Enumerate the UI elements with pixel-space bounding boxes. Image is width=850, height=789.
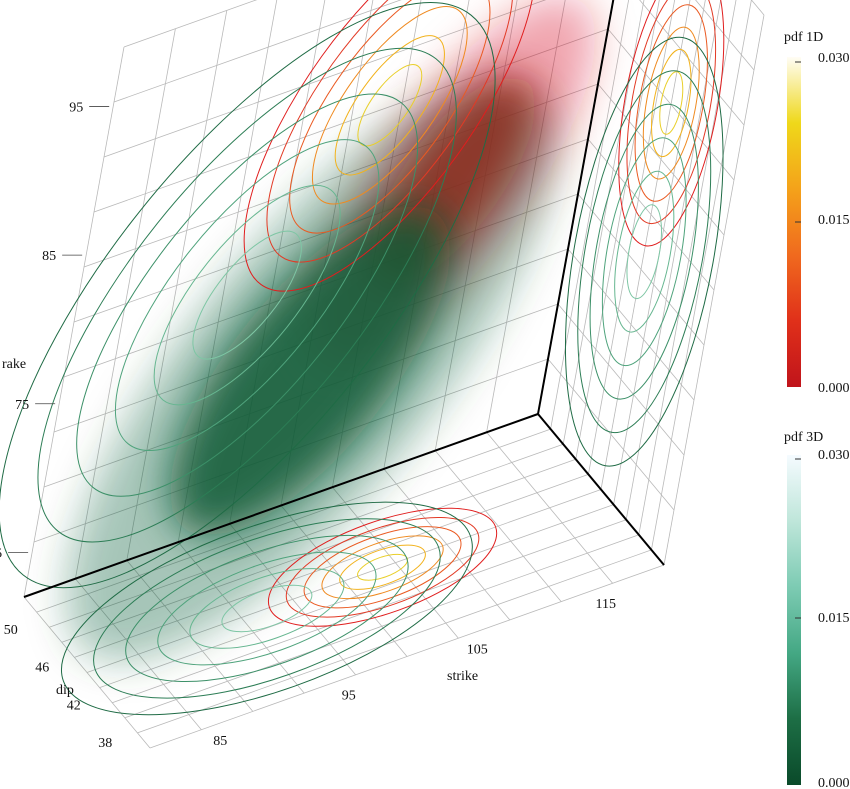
contour-pdf-3d-floor [189, 568, 345, 649]
contour-pdf-1d-right [626, 0, 717, 225]
colorbar-pdf-3d: pdf 3D 0.030 0.015 0.000 [784, 430, 850, 789]
contour-pdf-1d-back [334, 35, 445, 176]
colorbar-3d-tick-top: 0.030 [818, 448, 850, 463]
contour-pdf-1d-right [634, 4, 708, 202]
colorbar-1d-title: pdf 1D [784, 30, 823, 45]
cloud-core [170, 205, 451, 536]
contour-pdf-3d-right [564, 36, 724, 467]
floor-grid-line [434, 450, 562, 602]
strike-tick-label: 105 [467, 643, 488, 658]
contour-pdf-3d-right [577, 70, 712, 434]
contour-pdf-3d-back [0, 2, 496, 589]
right-grid-line [575, 0, 660, 460]
right-grid-line [587, 138, 715, 291]
contour-pdf-3d-right [601, 137, 687, 367]
colorbar-1d-tick-bottom: 0.000 [818, 381, 850, 396]
axis-lines [23, 0, 665, 598]
dip-tick-label: 42 [67, 698, 81, 713]
contour-pdf-3d-right [589, 103, 699, 400]
right-grid-line [550, 0, 630, 430]
contour-pdf-3d-back [37, 47, 457, 543]
contour-pdf-1d-right [651, 48, 692, 158]
back-grid-line [123, 0, 258, 48]
floor-grid-line [383, 468, 511, 621]
contour-pdf-1d-back [266, 0, 514, 263]
strike-axis-label: strike [447, 669, 478, 684]
right-grid-line [695, 0, 755, 71]
contour-pdf-1d-back [289, 0, 491, 234]
colorbar-pdf-1d: pdf 1D 0.030 0.015 0.000 [784, 30, 850, 396]
rake-axis-line-vertical [537, 0, 615, 415]
contour-pdf-3d-back [114, 139, 380, 452]
dip-axis-label: dip [56, 683, 74, 698]
right-grid-line [597, 83, 725, 236]
contour-pdf-3d-floor [157, 551, 377, 666]
colorbar-3d-tick-mid: 0.015 [818, 611, 850, 626]
colorbar-1d-tick-mid: 0.015 [818, 213, 850, 228]
projected-contours [0, 0, 725, 716]
dip-tick-label: 38 [98, 736, 112, 751]
contour-pdf-1d-floor [339, 544, 426, 590]
tick-labels: 65 75 85 95 38 42 46 50 85 95 105 115 [0, 100, 616, 751]
contour-pdf-1d-right [659, 71, 684, 135]
contour-pdf-1d-floor [267, 507, 498, 627]
contour-pdf-3d-floor [60, 501, 473, 716]
contour-pdf-1d-back [243, 0, 536, 292]
colorbar-3d-tick-bottom: 0.000 [818, 776, 850, 789]
strike-tick-label: 95 [342, 688, 356, 703]
dip-tick-label: 50 [4, 623, 18, 638]
floor-grid-line [332, 486, 459, 639]
contour-pdf-3d-back [76, 93, 419, 497]
rake-tick-label: 95 [69, 100, 83, 115]
colorbar-1d-tick-top: 0.030 [818, 51, 850, 66]
strike-tick-label: 115 [596, 597, 616, 612]
colorbar-1d-bar [787, 57, 801, 387]
contour-pdf-3d-floor [93, 518, 441, 699]
strike-tick-label: 85 [213, 734, 227, 749]
right-grid-line [588, 0, 676, 475]
contour-pdf-3d-right [614, 170, 675, 333]
contour-pdf-3d-floor [125, 534, 409, 683]
contour-pdf-1d-floor [285, 516, 480, 618]
contour-pdf-1d-back [311, 6, 468, 205]
density-clouds [66, 0, 596, 661]
contour-pdf-3d-floor [221, 584, 313, 633]
contour-pdf-3d-back [153, 184, 341, 406]
rake-tick-label: 65 [0, 546, 2, 561]
rake-tick-label: 85 [42, 249, 56, 264]
contour-pdf-1d-floor [321, 535, 444, 600]
back-grid-line [113, 0, 402, 103]
floor-grid-line [486, 432, 613, 584]
contour-pdf-3d-back [192, 230, 302, 360]
contour-pdf-1d-right [618, 0, 725, 247]
contour-pdf-1d-back [357, 64, 423, 147]
contour-pdf-1d-right [642, 26, 700, 180]
cloud-pdf-3d [66, 80, 554, 661]
dip-axis-line-right [537, 413, 665, 566]
rake-axis-label: rake [2, 357, 26, 372]
dip-tick-label: 46 [35, 661, 49, 676]
strike-axis-line-back [23, 413, 539, 598]
colorbar-3d-title: pdf 3D [784, 430, 823, 445]
contour-pdf-3d-right [626, 204, 662, 300]
right-grid-line [562, 0, 645, 445]
colorbar-3d-bar [787, 455, 801, 785]
rake-tick-label: 75 [15, 398, 29, 413]
